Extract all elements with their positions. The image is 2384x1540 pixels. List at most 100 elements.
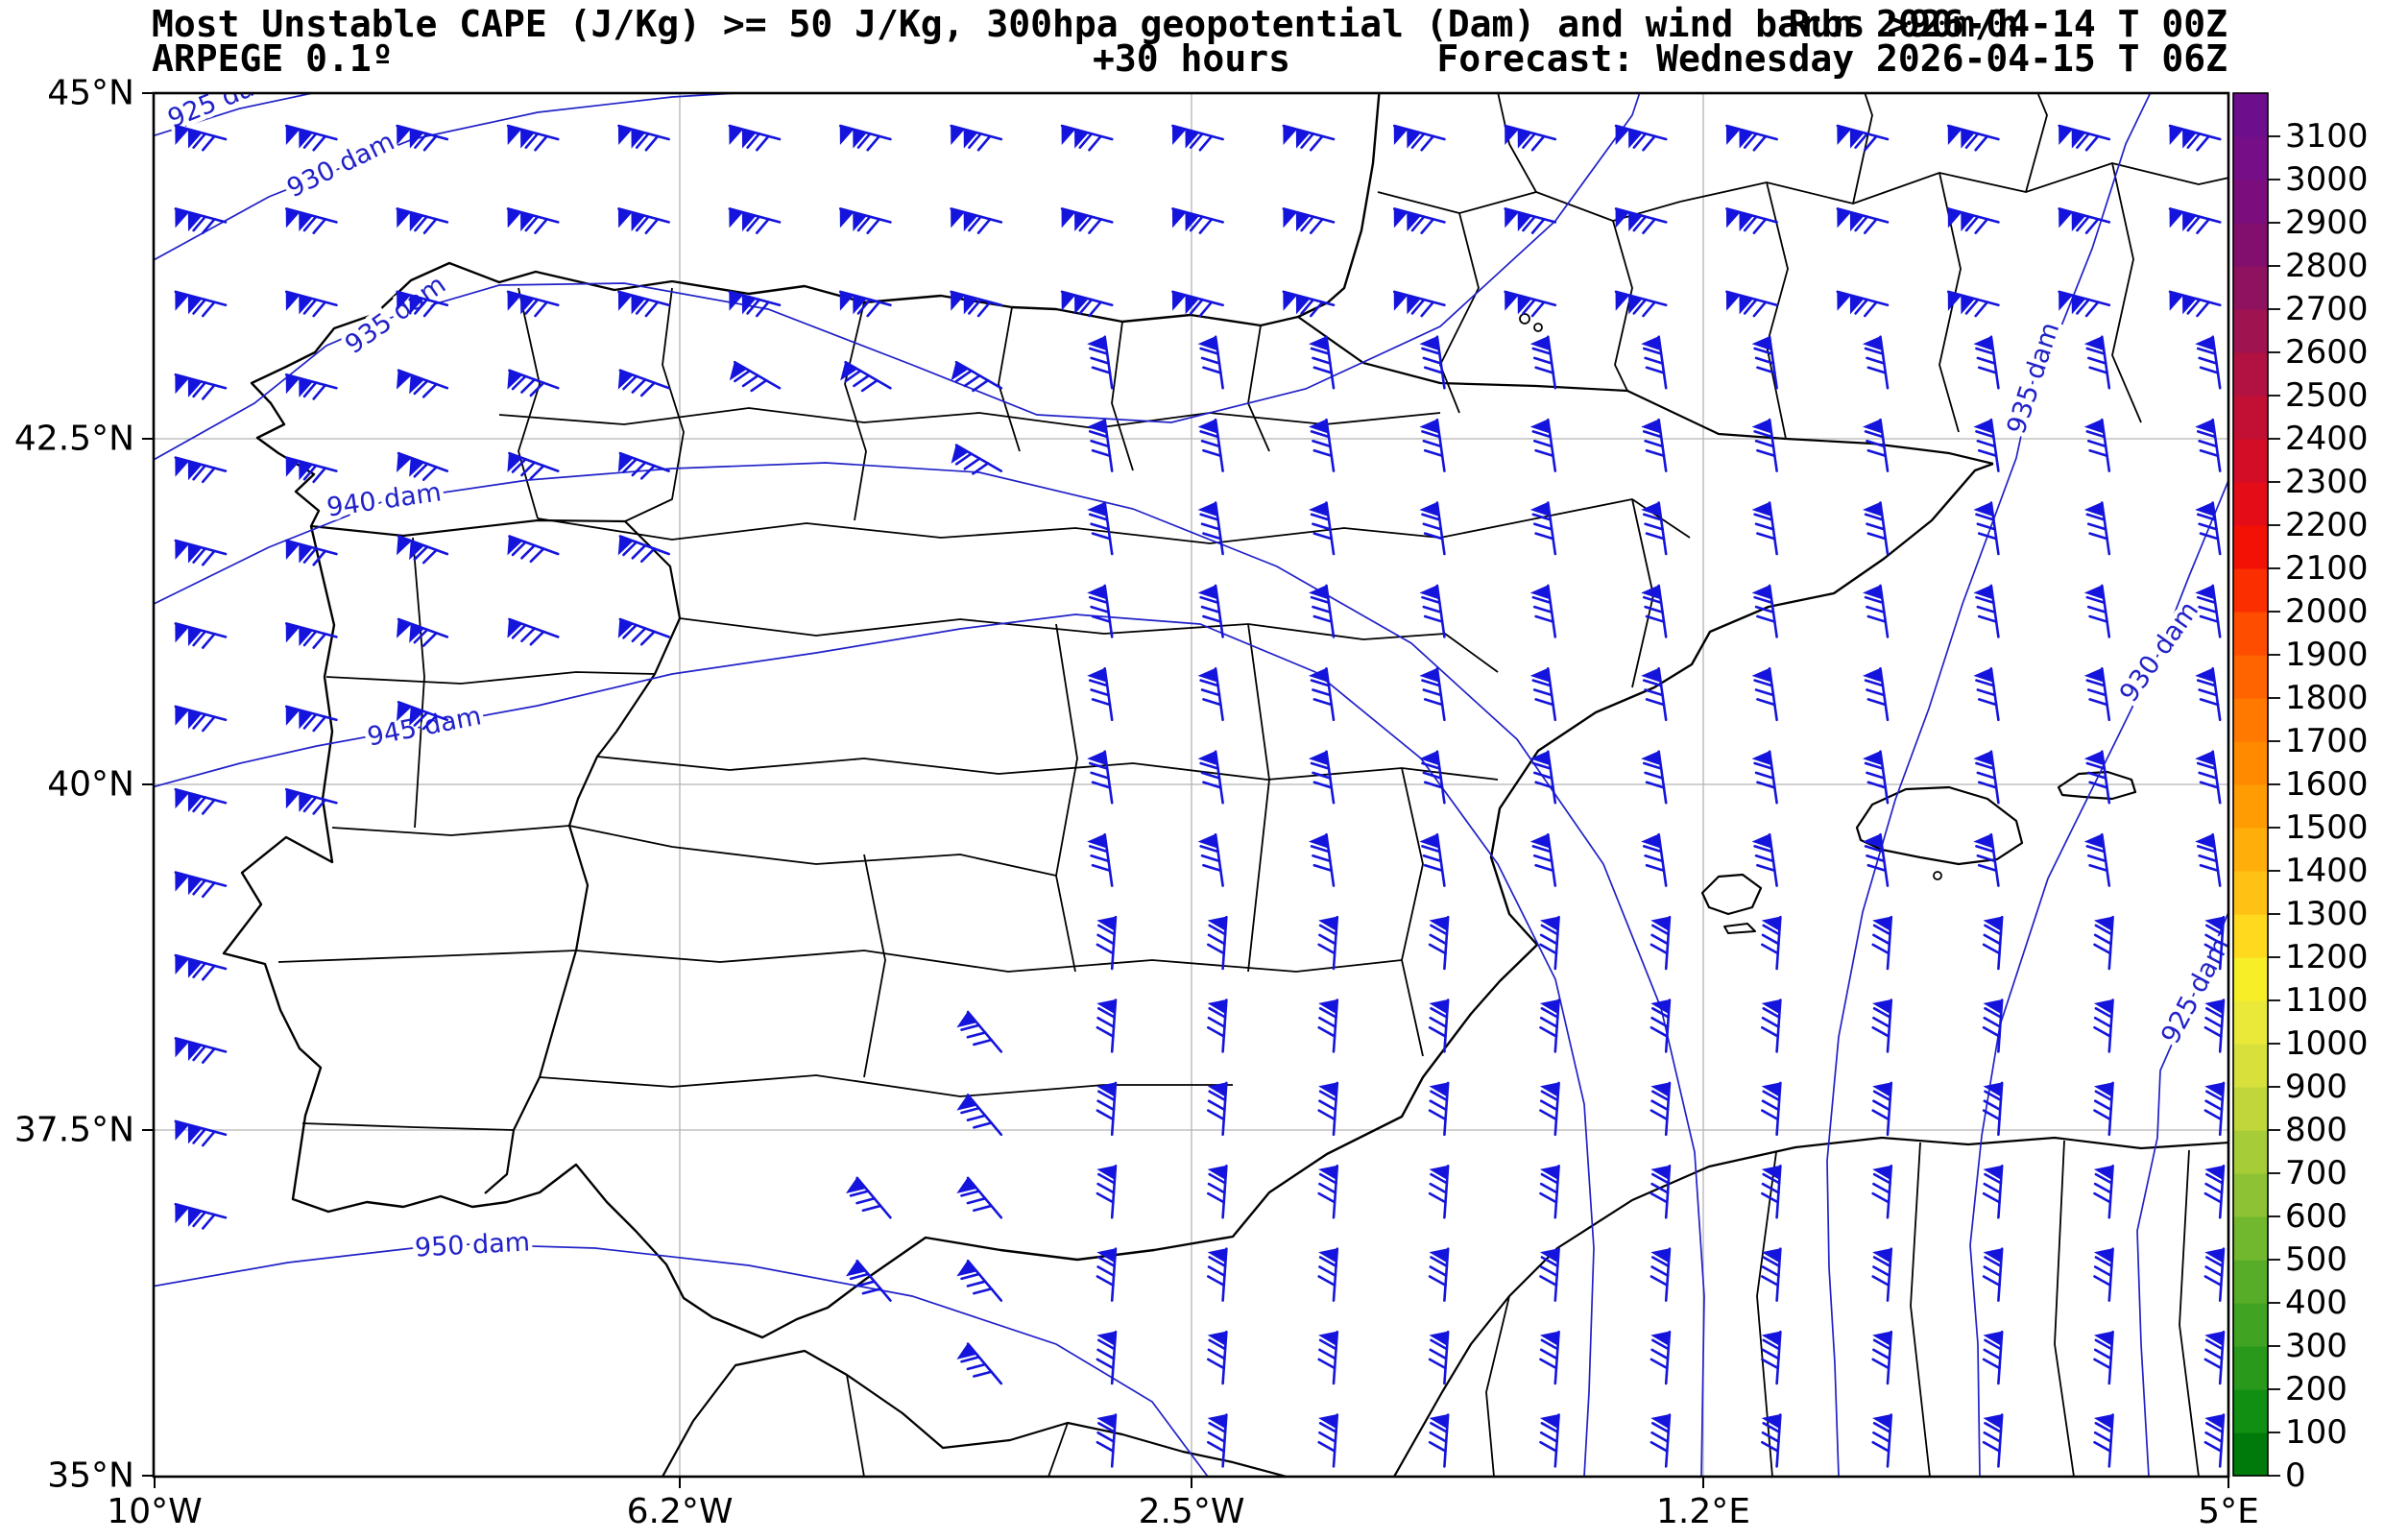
wind-barb bbox=[617, 290, 670, 318]
geo-boundary bbox=[1393, 1136, 2228, 1477]
wind-barb bbox=[845, 1176, 892, 1219]
colorbar-segment bbox=[2233, 352, 2268, 397]
y-axis-label: 35°N bbox=[47, 1456, 134, 1496]
geo-boundary bbox=[1247, 623, 1270, 973]
wind-barb bbox=[1096, 1165, 1118, 1219]
wind-barb bbox=[1973, 501, 2000, 556]
y-axis-label: 37.5°N bbox=[14, 1111, 134, 1150]
colorbar-tick-label: 2300 bbox=[2285, 463, 2369, 501]
geo-boundary bbox=[1852, 93, 1873, 205]
colorbar-tick-label: 2100 bbox=[2285, 549, 2369, 588]
colorbar-segment bbox=[2233, 1389, 2268, 1433]
wind-barb bbox=[1529, 750, 1557, 805]
colorbar-tick-label: 1400 bbox=[2285, 852, 2369, 890]
wind-barb bbox=[2093, 1247, 2114, 1302]
wind-barb bbox=[1725, 124, 1778, 152]
geo-boundary bbox=[1297, 316, 1994, 466]
wind-barb bbox=[1862, 832, 1890, 887]
colorbar-segment bbox=[2233, 1044, 2268, 1088]
wind-barb bbox=[2083, 418, 2111, 472]
wind-barb bbox=[1614, 290, 1668, 318]
lead-time-label: +30 hours bbox=[1093, 37, 1290, 80]
wind-barb bbox=[396, 369, 449, 398]
geo-boundary bbox=[1439, 212, 1480, 414]
wind-barb bbox=[1207, 1247, 1228, 1302]
wind-barb bbox=[1641, 584, 1668, 638]
wind-barb bbox=[1060, 124, 1114, 152]
wind-barb bbox=[1096, 1247, 1118, 1302]
cape-colorbar: 0 100 200 300 400 500 600 700 800 900 1000 1100 1200… bbox=[2232, 92, 2369, 1495]
wind-barb bbox=[1504, 290, 1557, 318]
geo-boundary bbox=[1048, 1422, 1069, 1477]
wind-barb bbox=[1973, 335, 2000, 390]
wind-barb bbox=[1982, 1247, 2004, 1302]
axis-labels-layer: 10°W 6.2°W 2.5°W 1.2°E 5°E 45°N 42.5°N 40°N 37.5… bbox=[14, 74, 2259, 1532]
wind-barb bbox=[1641, 750, 1668, 805]
x-axis-label: 1.2°E bbox=[1656, 1492, 1750, 1531]
wind-barb bbox=[1529, 667, 1557, 722]
wind-barb bbox=[950, 290, 1003, 318]
contour-label: 925 dam bbox=[2155, 933, 2236, 1049]
wind-barb bbox=[1862, 501, 1890, 556]
wind-barb bbox=[1529, 832, 1557, 887]
y-axis-label: 45°N bbox=[47, 74, 134, 113]
wind-barb bbox=[1539, 1330, 1560, 1385]
wind-barb bbox=[1751, 501, 1778, 556]
wind-barb bbox=[284, 290, 338, 318]
contour-label: 930 dam bbox=[2114, 596, 2204, 708]
wind-barb bbox=[1197, 667, 1224, 722]
wind-barb bbox=[1973, 667, 2000, 722]
wind-barb bbox=[1392, 207, 1446, 234]
wind-barb bbox=[174, 373, 228, 400]
geo-boundary bbox=[1401, 767, 1424, 1057]
wind-barb bbox=[396, 617, 449, 647]
wind-barb bbox=[617, 369, 670, 397]
wind-barb bbox=[951, 444, 1003, 475]
colorbar-tick-label: 2400 bbox=[2285, 420, 2369, 458]
wind-barb bbox=[956, 1176, 1003, 1219]
wind-barb bbox=[1308, 832, 1336, 887]
wind-barb bbox=[174, 1037, 228, 1064]
colorbar-tick-label: 1900 bbox=[2285, 636, 2369, 674]
geo-boundary bbox=[1497, 93, 1537, 193]
wind-barb bbox=[1428, 1413, 1450, 1468]
colorbar-segment bbox=[2233, 698, 2268, 742]
wind-barb bbox=[506, 207, 560, 234]
wind-barb bbox=[1973, 584, 2000, 638]
wind-barb bbox=[838, 124, 892, 152]
wind-barb bbox=[1761, 1247, 1782, 1302]
wind-barb bbox=[2093, 1081, 2114, 1137]
wind-barb bbox=[2168, 124, 2222, 152]
wind-barb bbox=[396, 124, 449, 152]
contour-line-935 bbox=[1826, 93, 2152, 1477]
wind-barb bbox=[2203, 1247, 2226, 1302]
wind-barb bbox=[728, 290, 782, 318]
wind-barb bbox=[1308, 750, 1336, 805]
colorbar-segment bbox=[2233, 1346, 2268, 1390]
wind-barb bbox=[1504, 207, 1557, 234]
contour-label: 935 dam bbox=[2002, 319, 2066, 438]
y-axis-label: 42.5°N bbox=[14, 420, 134, 459]
colorbar-labels: 0 100 200 300 400 500 600 700 800 900 1000 1100 1200… bbox=[2285, 117, 2369, 1495]
coastline-borders-layer bbox=[222, 93, 2228, 1477]
wind-barb bbox=[1428, 999, 1450, 1053]
wind-barb bbox=[1862, 584, 1890, 638]
wind-barb bbox=[2093, 1413, 2114, 1468]
wind-barb bbox=[174, 871, 228, 899]
wind-barb bbox=[1982, 915, 2004, 971]
wind-barb bbox=[1836, 207, 1890, 234]
x-axis-label: 6.2°W bbox=[627, 1492, 734, 1531]
wind-barb bbox=[1982, 1413, 2004, 1468]
wind-barb bbox=[1650, 1247, 1672, 1302]
wind-barb bbox=[1862, 667, 1890, 722]
wind-barb bbox=[284, 787, 338, 815]
wind-barb bbox=[507, 369, 560, 397]
wind-barb bbox=[1871, 1081, 1893, 1137]
x-axis-label: 10°W bbox=[107, 1492, 202, 1531]
wind-barb bbox=[1060, 207, 1114, 234]
wind-barb bbox=[2083, 832, 2111, 887]
wind-barb bbox=[1529, 501, 1557, 556]
wind-barb bbox=[1197, 832, 1224, 887]
